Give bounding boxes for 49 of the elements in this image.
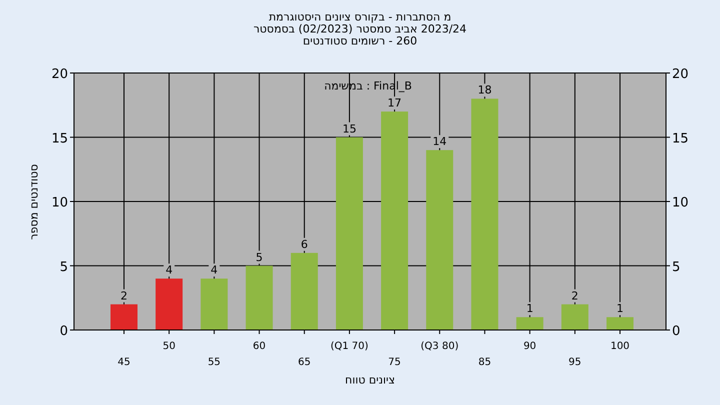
y2-tick-label: 15 [672, 131, 689, 146]
bar [110, 304, 138, 330]
x-tick-label: 90 [523, 341, 536, 352]
y-tick-label: 0 [60, 324, 68, 339]
data-label: 18 [478, 84, 492, 97]
x-tick-label: 65 [298, 357, 311, 368]
bar [336, 137, 363, 330]
data-label: 2 [120, 289, 128, 302]
bar [381, 112, 408, 330]
data-label: 6 [300, 238, 308, 251]
y2-tick-label: 0 [672, 324, 680, 339]
x-tick-label: 95 [568, 357, 582, 368]
y2-tick-label: 10 [672, 196, 689, 210]
bar [471, 98, 498, 330]
x-tick-label: 100 [610, 341, 630, 352]
bar [561, 304, 588, 330]
y-tick-label: 20 [51, 67, 68, 82]
y2-tick-label: 5 [672, 260, 680, 275]
x-axis-title: טווח ציונים [345, 374, 395, 386]
data-label: 5 [256, 250, 263, 264]
bar [246, 266, 273, 330]
y-tick-label: 10 [51, 196, 68, 210]
bar [156, 278, 183, 330]
data-label: 17 [388, 96, 402, 110]
x-tick-label: 85 [478, 357, 492, 368]
y2-tick-label: 20 [672, 67, 689, 82]
x-tick-label: (Q3 80) [420, 341, 459, 352]
chart-title: היסטוגרמת ציונים בקורס - הסתברות מ [268, 10, 452, 24]
x-tick-label: (Q1 70) [330, 341, 369, 352]
data-label: 1 [526, 302, 534, 316]
bar [516, 317, 544, 330]
bar [426, 150, 454, 330]
data-label: 14 [432, 135, 447, 148]
data-label: 4 [166, 264, 173, 277]
bar [606, 317, 634, 330]
bar [200, 278, 228, 330]
y-axis-title: מספר סטודנטים [28, 164, 40, 240]
x-tick-label: 50 [162, 341, 176, 352]
data-label: 1 [616, 302, 624, 316]
y-tick-label: 15 [51, 131, 68, 146]
data-label: 2 [571, 289, 578, 302]
bar [290, 252, 318, 330]
x-tick-label: 75 [388, 357, 401, 368]
x-tick-label: 55 [208, 357, 221, 368]
y-tick-label: 5 [60, 260, 68, 275]
data-label: 4 [210, 264, 218, 277]
data-label: 15 [342, 122, 356, 136]
x-tick-label: 60 [252, 341, 266, 352]
x-tick-label: 45 [118, 357, 130, 368]
